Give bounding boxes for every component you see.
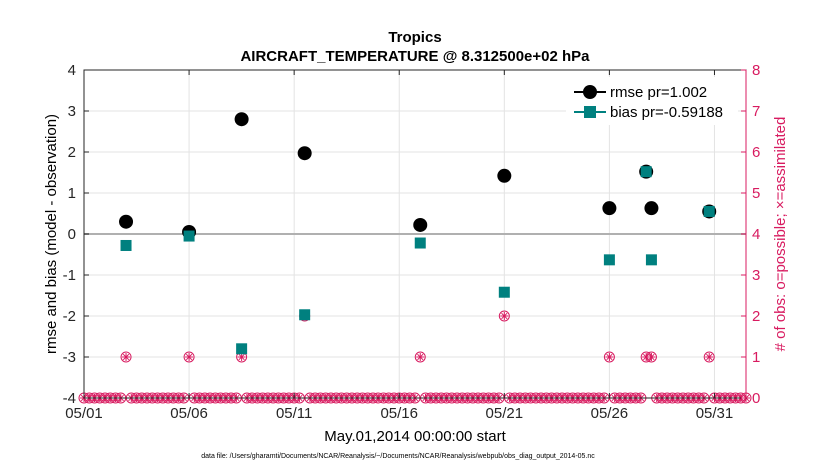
rmse-point — [644, 201, 659, 216]
y-axis-label-right: # of obs: o=possible; ×=assimilated — [772, 117, 789, 352]
bias-point — [603, 254, 615, 266]
y-tick-label: 3 — [68, 103, 76, 120]
y-right-tick-label: 8 — [752, 62, 760, 79]
rmse-point — [413, 217, 428, 232]
y-right-tick-label: 7 — [752, 103, 760, 120]
bias-point — [640, 166, 652, 178]
obs-star-stroke — [648, 353, 655, 361]
obs-star-stroke — [606, 353, 613, 361]
bias-point — [120, 239, 132, 251]
obs-star-stroke — [122, 353, 130, 361]
bias-point — [703, 205, 715, 217]
legend-bias-label: bias pr=-0.59188 — [610, 104, 723, 121]
y-right-tick-label: 6 — [752, 144, 760, 161]
x-tick-label: 05/16 — [380, 405, 418, 422]
y-tick-label: -4 — [63, 390, 76, 407]
bias-point — [645, 254, 657, 266]
bias-point — [498, 286, 510, 298]
x-tick-label: 05/21 — [486, 405, 524, 422]
y-axis-label: rmse and bias (model - observation) — [43, 114, 60, 354]
obs-star-stroke — [706, 353, 713, 361]
obs-assimilated-point — [500, 312, 509, 320]
obs-assimilated-point — [185, 353, 194, 361]
x-tick-label: 05/26 — [591, 405, 629, 422]
obs-assimilated-point — [122, 353, 131, 361]
obs-assimilated-point — [237, 353, 246, 361]
y-right-tick-label: 4 — [752, 226, 760, 243]
y-tick-label: 0 — [68, 226, 76, 243]
legend-rmse-label: rmse pr=1.002 — [610, 84, 707, 101]
y-tick-label: 4 — [68, 62, 76, 79]
chart-subtitle: AIRCRAFT_TEMPERATURE @ 8.312500e+02 hPa — [240, 48, 590, 65]
rmse-point — [234, 112, 249, 127]
y-tick-label: -3 — [63, 349, 76, 366]
rmse-point — [297, 146, 312, 161]
footnote: data file: /Users/gharamti/Documents/NCA… — [201, 453, 595, 460]
y-right-tick-label: 0 — [752, 390, 760, 407]
bias-point — [183, 230, 195, 242]
obs-possible-point — [183, 351, 195, 363]
bias-point — [414, 237, 426, 249]
x-tick-label: 05/01 — [65, 405, 103, 422]
x-axis-label: May.01,2014 00:00:00 start — [324, 428, 506, 445]
obs-star-stroke — [185, 353, 193, 361]
y-tick-label: 1 — [68, 185, 76, 202]
y-tick-label: -1 — [63, 267, 76, 284]
obs-possible-point — [120, 351, 132, 363]
obs-possible-point — [498, 310, 510, 322]
obs-star-stroke — [417, 353, 424, 361]
rmse-point — [602, 201, 617, 216]
obs-star-stroke — [501, 312, 508, 320]
obs-assimilated-point — [605, 353, 614, 361]
bias-point — [236, 343, 248, 355]
obs-star-stroke — [643, 353, 650, 361]
rmse-point — [497, 168, 512, 183]
legend-rmse-marker — [583, 85, 597, 99]
obs-possible-point — [414, 351, 426, 363]
y-tick-label: -2 — [63, 308, 76, 325]
obs-possible-point — [703, 351, 715, 363]
legend-bias-marker — [584, 106, 596, 118]
bias-point — [299, 309, 311, 321]
y-right-tick-label: 1 — [752, 349, 760, 366]
rmse-point — [119, 214, 134, 229]
x-tick-label: 05/11 — [276, 405, 312, 422]
y-right-tick-label: 2 — [752, 308, 760, 325]
obs-assimilated-point — [647, 353, 656, 361]
y-right-tick-label: 5 — [752, 185, 760, 202]
chart-title: Tropics — [388, 29, 441, 46]
x-tick-label: 05/06 — [170, 405, 208, 422]
y-tick-label: 2 — [68, 144, 76, 161]
obs-assimilated-point — [705, 353, 714, 361]
legend: rmse pr=1.002 bias pr=-0.59188 — [566, 77, 738, 125]
ticks: 05/01 05/06 05/11 05/16 05/21 05/26 05/31 -4 -3 -… — [63, 62, 761, 422]
x-tick-label: 05/31 — [696, 405, 734, 422]
obs-star-stroke — [238, 353, 245, 361]
obs-assimilated-point — [416, 353, 425, 361]
obs-possible-point — [603, 351, 615, 363]
y-right-tick-label: 3 — [752, 267, 760, 284]
